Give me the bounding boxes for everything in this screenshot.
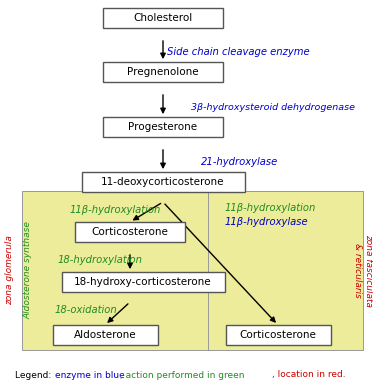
Text: 18-hydroxy-corticosterone: 18-hydroxy-corticosterone bbox=[74, 277, 212, 287]
Text: Progesterone: Progesterone bbox=[128, 122, 198, 132]
Text: 21-hydroxylase: 21-hydroxylase bbox=[201, 157, 278, 167]
Text: Corticosterone: Corticosterone bbox=[239, 330, 316, 340]
Text: Side chain cleavage enzyme: Side chain cleavage enzyme bbox=[167, 47, 310, 57]
Bar bbox=[103, 8, 223, 28]
Text: 11β-hydroxylase: 11β-hydroxylase bbox=[225, 217, 308, 227]
Text: enzyme in blue: enzyme in blue bbox=[55, 370, 125, 379]
Text: 3β-hydroxysteroid dehydrogenase: 3β-hydroxysteroid dehydrogenase bbox=[191, 103, 355, 112]
Text: Aldosterone: Aldosterone bbox=[74, 330, 136, 340]
Bar bbox=[81, 172, 244, 192]
Bar bbox=[22, 191, 363, 350]
Text: zona glomerula: zona glomerula bbox=[6, 235, 15, 305]
Text: Legend:: Legend: bbox=[15, 370, 54, 379]
Text: 18-hydroxylation: 18-hydroxylation bbox=[58, 255, 143, 265]
Bar bbox=[103, 117, 223, 137]
Bar bbox=[226, 325, 330, 345]
Bar bbox=[103, 62, 223, 82]
Text: 11-deoxycorticosterone: 11-deoxycorticosterone bbox=[101, 177, 225, 187]
Text: 11β-hydroxylation: 11β-hydroxylation bbox=[70, 205, 162, 215]
Text: , location in red.: , location in red. bbox=[272, 370, 346, 379]
Bar bbox=[75, 222, 185, 242]
Text: Corticosterone: Corticosterone bbox=[91, 227, 169, 237]
Text: , action performed in green: , action performed in green bbox=[120, 370, 244, 379]
Bar bbox=[53, 325, 157, 345]
Text: 18-oxidation: 18-oxidation bbox=[55, 305, 118, 315]
Text: Pregnenolone: Pregnenolone bbox=[127, 67, 199, 77]
Text: zona fasciculata
& reticularis: zona fasciculata & reticularis bbox=[353, 234, 373, 307]
Text: 11β-hydroxylation: 11β-hydroxylation bbox=[225, 203, 316, 213]
Text: Cholesterol: Cholesterol bbox=[134, 13, 192, 23]
Text: Aldosterone synthase: Aldosterone synthase bbox=[23, 221, 32, 319]
Bar bbox=[62, 272, 225, 292]
